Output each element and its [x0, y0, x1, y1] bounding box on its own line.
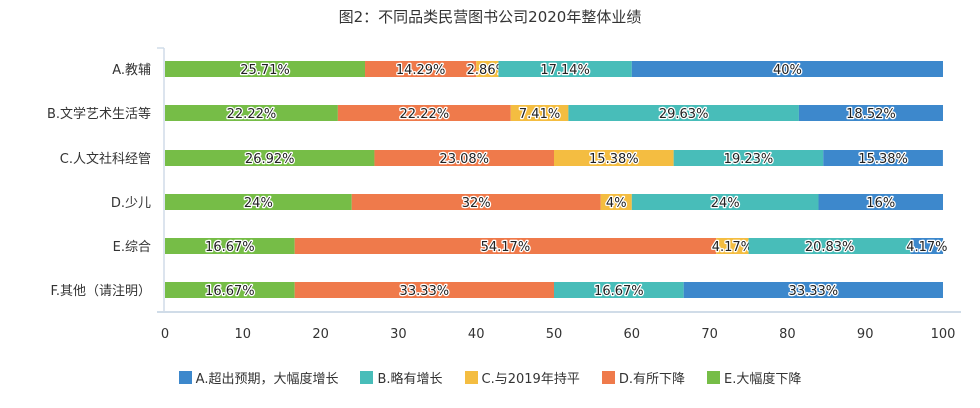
- legend-item[interactable]: A.超出预期，大幅度增长: [178, 368, 339, 387]
- data-label: 40%: [773, 63, 802, 78]
- legend-swatch: [706, 371, 720, 384]
- bar-segment: [716, 238, 749, 254]
- data-label: 7.41%: [519, 107, 560, 122]
- x-tick-label: 10: [235, 327, 252, 342]
- stacked-bar-chart: 0 10 20 30 40 50 60 70 80 90 100 A.教辅 25.71% 14.29% 2.…: [47, 47, 961, 342]
- chart-title: 图2：不同品类民营图书公司2020年整体业绩: [338, 8, 642, 26]
- legend-swatch: [464, 371, 478, 384]
- legend: A.超出预期，大幅度增长 B.略有增长 C.与2019年持平 D.有所下降 E.大幅度下…: [0, 368, 980, 387]
- bar-segment: [374, 150, 554, 166]
- legend-swatch: [178, 371, 192, 384]
- bar-segment: [294, 238, 717, 254]
- category-label: C.人文社科经管: [60, 151, 151, 167]
- category-label: E.综合: [113, 240, 151, 255]
- category-label: B.文学艺术生活等: [47, 106, 151, 122]
- x-tick-label: 100: [931, 327, 956, 342]
- bar-segment: [910, 238, 944, 254]
- data-label: 20.83%: [805, 240, 855, 255]
- bar-segment: [823, 150, 943, 166]
- bar-segment: [748, 238, 911, 254]
- data-label: 29.63%: [659, 107, 709, 122]
- legend-label: A.超出预期，大幅度增长: [195, 372, 339, 387]
- bar-segment: [554, 282, 684, 298]
- x-tick-label: 60: [624, 327, 641, 342]
- bar-segment: [631, 194, 819, 210]
- data-label: 15.38%: [858, 152, 908, 167]
- data-label: 54.17%: [481, 240, 531, 255]
- bar-segment: [351, 194, 601, 210]
- bar-segment: [165, 194, 352, 210]
- data-label: 18.52%: [846, 107, 896, 122]
- x-tick-label: 80: [779, 327, 796, 342]
- bar-segment: [673, 150, 824, 166]
- data-label: 32%: [462, 196, 491, 211]
- bar-segment: [165, 150, 375, 166]
- data-label: 17.14%: [540, 63, 590, 78]
- data-label: 16%: [866, 196, 895, 211]
- bar-segment: [294, 282, 554, 298]
- bar-segment: [554, 150, 674, 166]
- data-label: 33.33%: [789, 284, 839, 299]
- data-label: 24%: [711, 196, 740, 211]
- bar-segment: [365, 61, 477, 77]
- data-label: 33.33%: [400, 284, 450, 299]
- legend-label: C.与2019年持平: [481, 372, 580, 387]
- data-label: 22.22%: [400, 107, 450, 122]
- bar-segment: [165, 61, 366, 77]
- data-label: 4%: [606, 196, 627, 211]
- data-label: 26.92%: [245, 152, 295, 167]
- category-label: F.其他（请注明）: [50, 284, 151, 299]
- legend-item[interactable]: B.略有增长: [360, 368, 443, 387]
- x-tick-label: 0: [161, 327, 169, 342]
- data-label: 4.17%: [906, 240, 947, 255]
- legend-label: D.有所下降: [618, 372, 685, 387]
- data-label: 16.67%: [205, 240, 255, 255]
- data-label: 14.29%: [396, 63, 446, 78]
- legend-label: B.略有增长: [377, 372, 443, 387]
- legend-swatch: [601, 371, 615, 384]
- data-label: 2.86%: [467, 63, 508, 78]
- bar-segment: [631, 61, 943, 77]
- bar-segment: [165, 282, 295, 298]
- data-label: 19.23%: [724, 152, 774, 167]
- bar-segment: [337, 105, 511, 121]
- bar-segment: [165, 238, 295, 254]
- legend-swatch: [360, 371, 374, 384]
- bar-segment: [683, 282, 943, 298]
- x-tick-label: 20: [312, 327, 329, 342]
- data-label: 25.71%: [240, 63, 290, 78]
- x-tick-label: 30: [390, 327, 407, 342]
- bar-segment: [476, 61, 499, 77]
- legend-label: E.大幅度下降: [723, 372, 802, 387]
- data-label: 22.22%: [227, 107, 277, 122]
- bar-segment: [818, 194, 943, 210]
- data-label: 23.08%: [439, 152, 489, 167]
- x-tick-label: 40: [468, 327, 485, 342]
- bar-segment: [510, 105, 569, 121]
- x-tick-label: 70: [701, 327, 718, 342]
- legend-item[interactable]: E.大幅度下降: [706, 368, 802, 387]
- data-label: 16.67%: [205, 284, 255, 299]
- data-label: 4.17%: [712, 240, 753, 255]
- legend-item[interactable]: D.有所下降: [601, 368, 685, 387]
- bar-segment: [600, 194, 632, 210]
- legend-item[interactable]: C.与2019年持平: [464, 368, 580, 387]
- category-label: A.教辅: [112, 62, 151, 78]
- bar-segment: [498, 61, 632, 77]
- bar-segment: [165, 105, 338, 121]
- data-label: 24%: [244, 196, 273, 211]
- x-tick-label: 50: [546, 327, 563, 342]
- x-tick-label: 90: [857, 327, 874, 342]
- data-label: 15.38%: [589, 152, 639, 167]
- data-label: 16.67%: [594, 284, 644, 299]
- bar-segment: [798, 105, 943, 121]
- category-label: D.少儿: [111, 196, 151, 211]
- bar-segment: [568, 105, 799, 121]
